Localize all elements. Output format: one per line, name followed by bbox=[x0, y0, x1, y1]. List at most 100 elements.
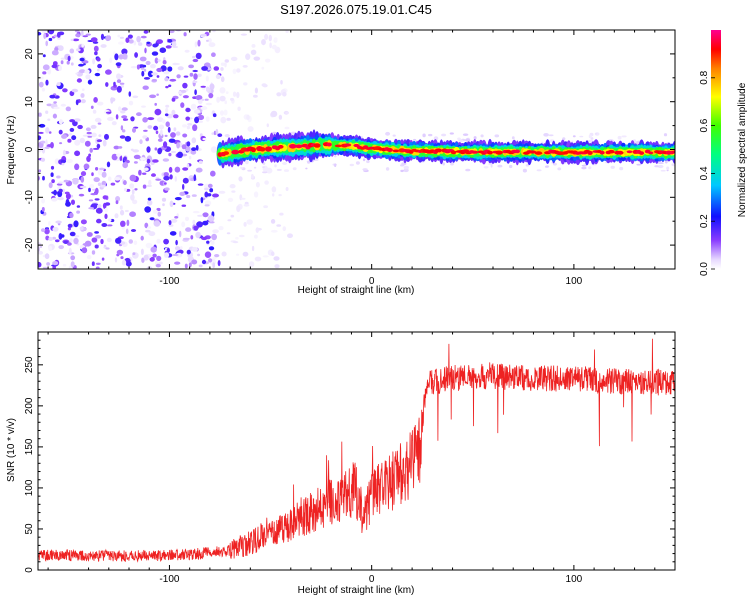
noise-cell bbox=[189, 72, 194, 77]
noise-cell bbox=[147, 70, 154, 78]
noise-cell bbox=[53, 189, 57, 196]
noise-cell bbox=[305, 167, 308, 170]
noise-cell bbox=[197, 73, 202, 78]
noise-cell bbox=[208, 258, 213, 263]
noise-cell bbox=[215, 128, 219, 136]
noise-cell bbox=[41, 30, 47, 34]
noise-cell bbox=[48, 37, 53, 42]
noise-cell bbox=[270, 219, 276, 224]
noise-cell bbox=[263, 205, 268, 209]
noise-cell bbox=[169, 200, 174, 208]
noise-cell bbox=[140, 235, 144, 241]
noise-cell bbox=[130, 66, 137, 69]
noise-cell bbox=[87, 135, 93, 138]
snr-ylabel: SNR (10 * v/v) bbox=[6, 418, 17, 482]
noise-cell bbox=[91, 132, 97, 138]
noise-cell bbox=[151, 78, 157, 82]
spectrogram-ytick-label: -20 bbox=[24, 237, 35, 252]
noise-cell bbox=[105, 247, 110, 250]
noise-cell bbox=[80, 176, 85, 183]
noise-cell bbox=[70, 194, 74, 198]
noise-cell bbox=[81, 30, 84, 37]
noise-cell bbox=[210, 170, 216, 177]
tone-cell bbox=[434, 148, 442, 153]
noise-cell bbox=[84, 69, 90, 74]
noise-cell bbox=[143, 77, 151, 80]
noise-cell bbox=[210, 240, 215, 245]
noise-cell bbox=[245, 160, 249, 165]
noise-cell bbox=[89, 184, 95, 189]
noise-cell bbox=[124, 135, 132, 142]
noise-cell bbox=[142, 172, 147, 175]
noise-cell bbox=[334, 163, 337, 167]
noise-cell bbox=[262, 171, 268, 174]
noise-cell bbox=[94, 72, 101, 77]
noise-cell bbox=[186, 141, 191, 147]
tone-cell bbox=[326, 142, 332, 147]
noise-cell bbox=[218, 226, 224, 231]
noise-cell bbox=[114, 213, 119, 219]
noise-cell bbox=[52, 236, 56, 240]
noise-cell bbox=[182, 133, 188, 138]
noise-cell bbox=[136, 35, 141, 43]
noise-cell bbox=[156, 207, 161, 212]
noise-cell bbox=[127, 34, 133, 39]
noise-cell bbox=[274, 264, 280, 269]
snr-frame bbox=[37, 331, 676, 571]
tone-cell bbox=[617, 150, 624, 155]
noise-cell bbox=[147, 226, 152, 229]
noise-cell bbox=[133, 40, 137, 46]
noise-cell bbox=[85, 33, 92, 36]
noise-cell bbox=[91, 237, 98, 243]
noise-cell bbox=[45, 40, 48, 47]
noise-cell bbox=[184, 49, 190, 53]
noise-cell bbox=[663, 133, 668, 137]
noise-cell bbox=[60, 60, 64, 65]
noise-cell bbox=[141, 105, 146, 108]
noise-cell bbox=[169, 231, 177, 236]
noise-cell bbox=[100, 238, 104, 245]
noise-cell bbox=[208, 246, 215, 251]
noise-cell bbox=[194, 116, 200, 124]
noise-cell bbox=[107, 224, 113, 227]
noise-cell bbox=[128, 100, 134, 106]
noise-cell bbox=[197, 253, 201, 257]
noise-cell bbox=[96, 57, 101, 62]
noise-cell bbox=[200, 85, 206, 88]
snr-ytick-label: 200 bbox=[24, 397, 35, 414]
noise-cell bbox=[193, 225, 199, 230]
noise-cell bbox=[80, 99, 86, 104]
noise-cell bbox=[55, 239, 60, 243]
noise-cell bbox=[95, 167, 99, 171]
noise-cell bbox=[193, 109, 201, 114]
figure-title: S197.2026.075.19.01.C45 bbox=[280, 2, 432, 17]
noise-cell bbox=[119, 135, 126, 139]
noise-cell bbox=[488, 163, 494, 165]
tone-cell bbox=[289, 144, 297, 149]
noise-cell bbox=[91, 261, 95, 267]
noise-cell bbox=[143, 64, 147, 68]
noise-cell bbox=[150, 63, 156, 69]
noise-cell bbox=[209, 83, 215, 90]
noise-cell bbox=[163, 172, 169, 177]
noise-cell bbox=[121, 107, 128, 111]
noise-cell bbox=[162, 158, 170, 162]
noise-cell bbox=[168, 166, 173, 173]
noise-cell bbox=[45, 110, 49, 114]
noise-cell bbox=[186, 163, 190, 168]
noise-cell bbox=[156, 39, 164, 44]
noise-cell bbox=[129, 174, 137, 182]
noise-cell bbox=[90, 124, 97, 129]
colorbar-gradient bbox=[711, 30, 721, 269]
noise-cell bbox=[163, 182, 167, 185]
noise-cell bbox=[76, 78, 82, 83]
snr-panel: -100 0 100 0 50 100 150 200 250 Height of straig… bbox=[6, 331, 676, 596]
noise-cell bbox=[610, 165, 615, 169]
noise-cell bbox=[74, 30, 80, 33]
noise-cell bbox=[497, 164, 503, 168]
noise-cell bbox=[205, 116, 210, 122]
noise-cell bbox=[79, 57, 85, 62]
noise-cell bbox=[105, 69, 112, 75]
noise-cell bbox=[129, 211, 137, 217]
noise-cell bbox=[385, 131, 391, 136]
